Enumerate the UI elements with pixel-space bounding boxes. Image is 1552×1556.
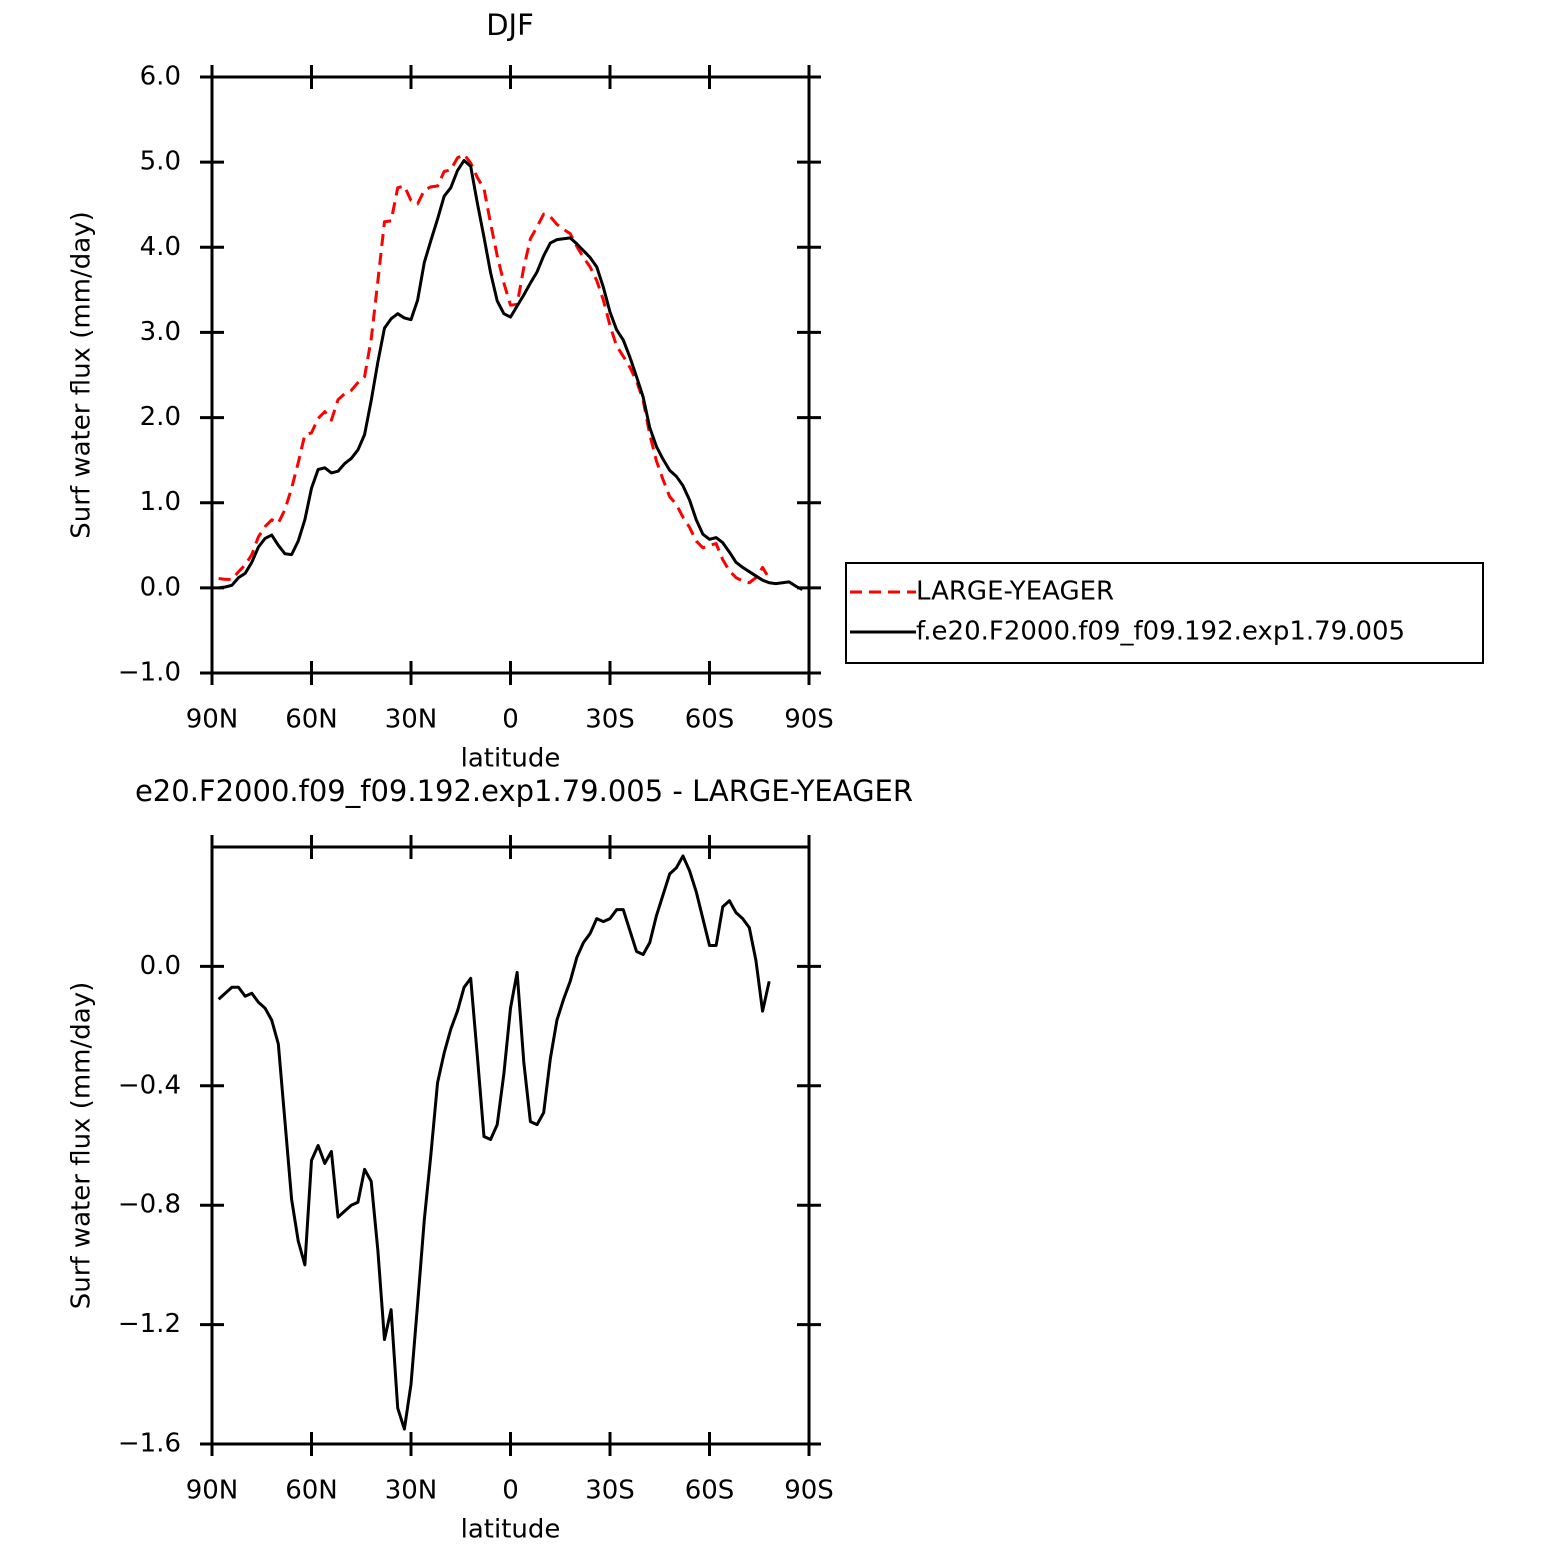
x-tick-label: 90N	[186, 1476, 239, 1506]
x-tick-label: 30S	[585, 705, 635, 735]
x-tick-label: 0	[502, 1476, 519, 1506]
x-tick-label: 30N	[385, 705, 438, 735]
x-tick-label: 60S	[685, 705, 735, 735]
y-tick-label: 3.0	[140, 317, 181, 347]
data-line	[218, 152, 771, 585]
y-axis-label: Surf water flux (mm/day)	[67, 211, 97, 538]
y-tick-label: −1.6	[118, 1429, 181, 1459]
x-tick-label: 90S	[784, 705, 834, 735]
plot-frame	[210, 75, 811, 675]
data-line	[218, 158, 804, 591]
y-tick-label: −1.0	[118, 658, 181, 688]
x-tick-label: 60S	[685, 1476, 735, 1506]
legend: LARGE-YEAGER f.e20.F2000.f09_f09.192.exp1…	[845, 562, 1484, 664]
y-tick-label: 6.0	[140, 62, 181, 92]
y-tick-label: 0.0	[140, 951, 181, 981]
chart-title: e20.F2000.f09_f09.192.exp1.79.005 - LARG…	[135, 774, 913, 808]
y-tick-label: 0.0	[140, 572, 181, 602]
y-tick-label: 5.0	[140, 147, 181, 177]
legend-label: LARGE-YEAGER	[916, 577, 1114, 607]
plot-frame	[210, 845, 811, 1446]
y-tick-label: 2.0	[140, 402, 181, 432]
y-tick-label: −1.2	[118, 1309, 181, 1339]
y-tick-label: −0.4	[118, 1070, 181, 1100]
x-tick-label: 0	[502, 705, 519, 735]
y-tick-label: 4.0	[140, 232, 181, 262]
x-tick-label: 60N	[285, 1476, 338, 1506]
legend-box	[845, 562, 1484, 664]
y-tick-label: 1.0	[140, 487, 181, 517]
legend-label: f.e20.F2000.f09_f09.192.exp1.79.005	[916, 617, 1405, 647]
data-line	[217, 854, 771, 1431]
chart-title: DJF	[486, 8, 534, 42]
y-axis-label: Surf water flux (mm/day)	[67, 982, 97, 1309]
x-axis-label: latitude	[461, 1515, 561, 1545]
x-tick-label: 60N	[285, 705, 338, 735]
x-tick-label: 30N	[385, 1476, 438, 1506]
y-tick-label: −0.8	[118, 1190, 181, 1220]
x-axis-label: latitude	[461, 744, 561, 774]
x-tick-label: 90N	[186, 705, 239, 735]
x-tick-label: 90S	[784, 1476, 834, 1506]
x-tick-label: 30S	[585, 1476, 635, 1506]
